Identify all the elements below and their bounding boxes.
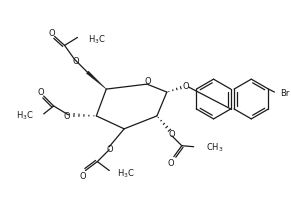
Text: H$_3$C: H$_3$C xyxy=(88,33,106,46)
Text: O: O xyxy=(145,76,151,85)
Text: O: O xyxy=(168,158,174,167)
Text: O: O xyxy=(182,81,189,90)
Text: O: O xyxy=(107,144,113,153)
Text: O: O xyxy=(72,56,79,66)
Text: O: O xyxy=(38,87,44,96)
Text: H$_3$C: H$_3$C xyxy=(16,109,34,122)
Text: O: O xyxy=(79,171,86,180)
Text: H$_3$C: H$_3$C xyxy=(117,166,135,179)
Polygon shape xyxy=(86,72,106,90)
Text: O: O xyxy=(64,112,70,121)
Text: CH$_3$: CH$_3$ xyxy=(206,141,223,153)
Text: O: O xyxy=(48,29,55,38)
Text: Br: Br xyxy=(281,88,290,97)
Text: O: O xyxy=(168,130,175,139)
